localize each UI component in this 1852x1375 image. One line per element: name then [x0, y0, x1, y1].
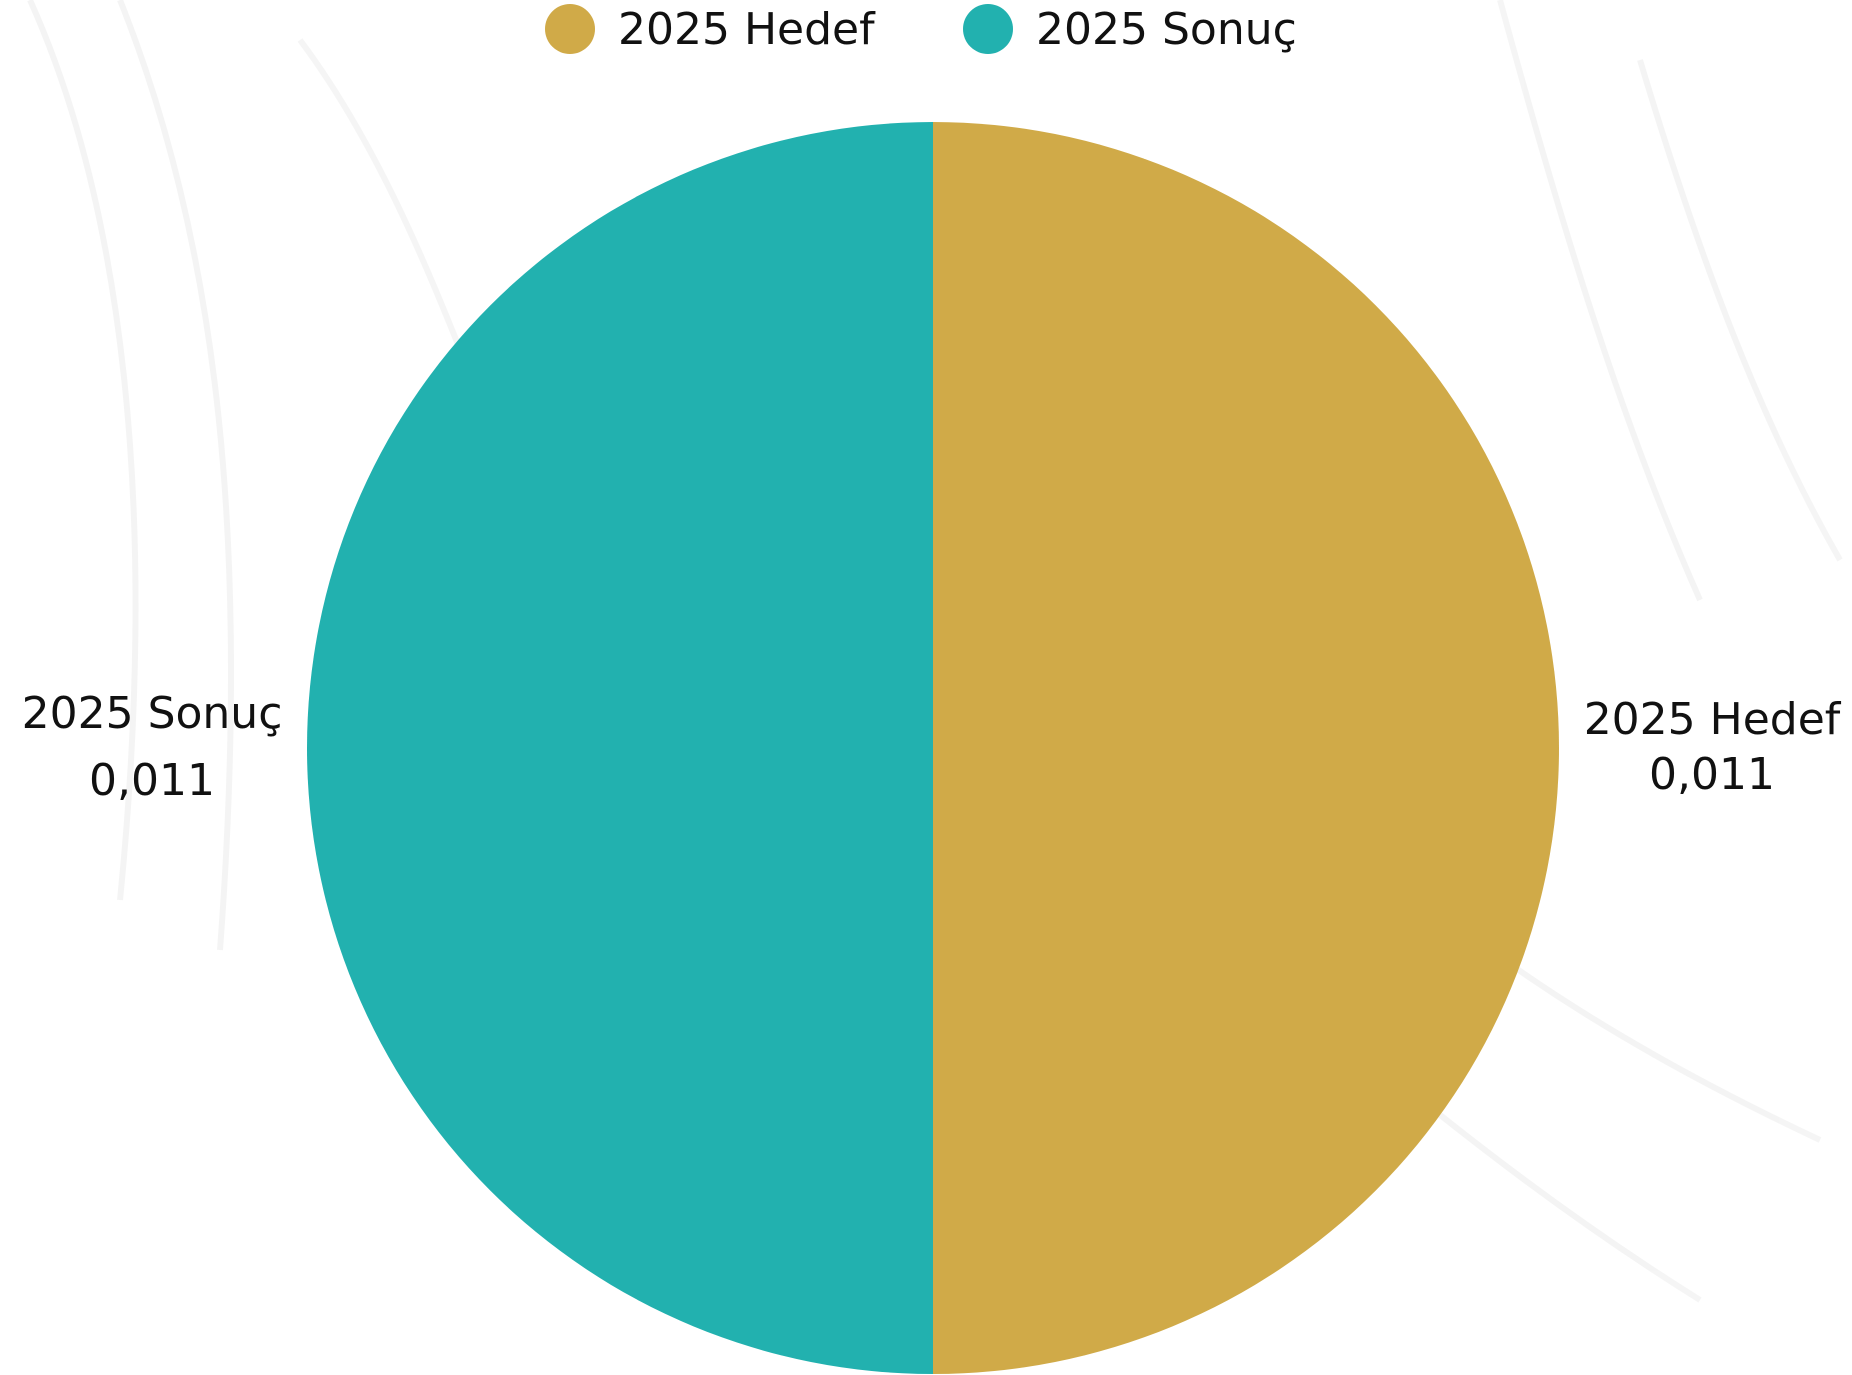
slice-label-hedef-value: 0,011 [1649, 749, 1775, 800]
slice-labels: 2025 Hedef 0,011 2025 Sonuç 0,011 [22, 688, 1842, 806]
pie-slices [307, 122, 1559, 1374]
legend: 2025 Hedef 2025 Sonuç [545, 4, 1297, 55]
pie-slice-sonuc [307, 122, 933, 1374]
legend-swatch-hedef [545, 4, 595, 54]
slice-label-hedef-name: 2025 Hedef [1584, 694, 1842, 745]
legend-swatch-sonuc [963, 4, 1013, 54]
legend-label-hedef: 2025 Hedef [618, 4, 876, 55]
pie-slice-hedef [933, 122, 1559, 1374]
slice-label-sonuc-name: 2025 Sonuç [22, 688, 283, 739]
slice-label-sonuc-value: 0,011 [89, 755, 215, 806]
legend-label-sonuc: 2025 Sonuç [1036, 4, 1297, 55]
